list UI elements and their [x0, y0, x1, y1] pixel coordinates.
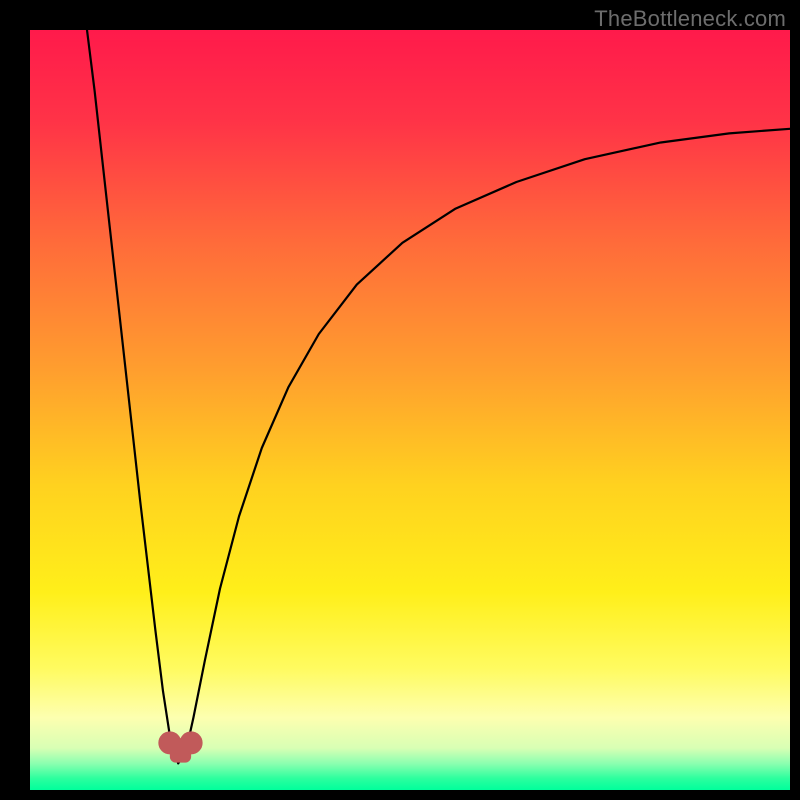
watermark-text: TheBottleneck.com: [594, 6, 786, 32]
plot-background: [30, 30, 790, 790]
chart-container: TheBottleneck.com: [0, 0, 800, 800]
chart-svg: [0, 0, 800, 800]
